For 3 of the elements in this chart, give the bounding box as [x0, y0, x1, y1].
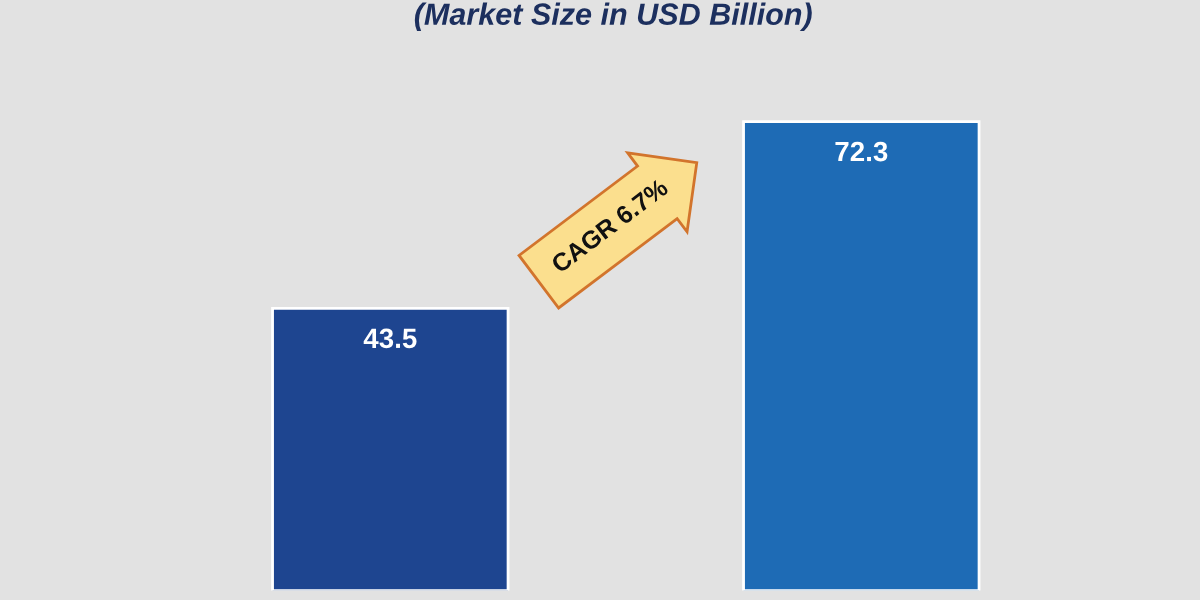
data-label: 72.3 [835, 141, 888, 162]
chart-title: (Market Size in USD Billion) [414, 2, 812, 32]
data-label: 43.5 [363, 328, 417, 349]
